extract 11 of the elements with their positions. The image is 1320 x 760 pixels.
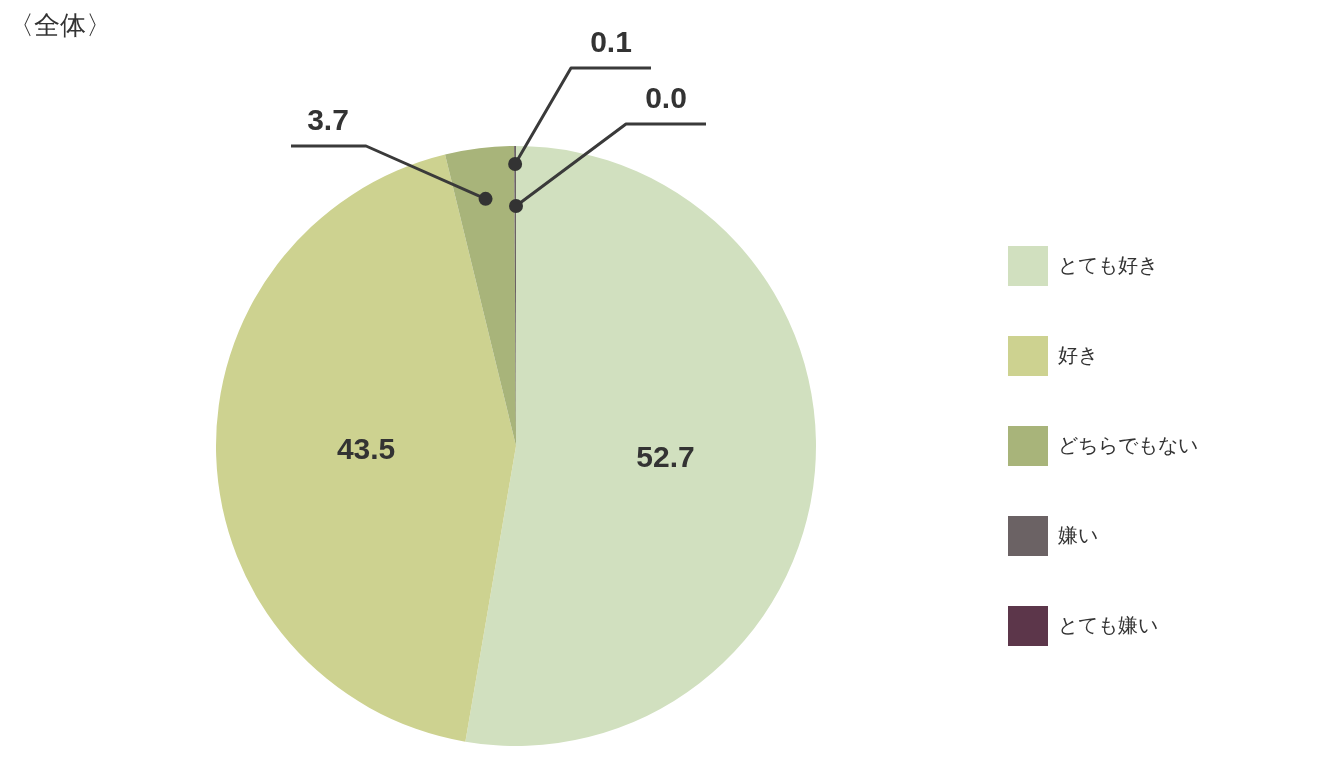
legend-label: とても嫌い: [1058, 613, 1158, 636]
data-label: 52.7: [636, 439, 695, 473]
chart-title: 〈全体〉: [8, 9, 112, 42]
legend-label: 嫌い: [1058, 523, 1098, 546]
data-label: 3.7: [307, 103, 349, 137]
legend-label: 好き: [1058, 343, 1098, 366]
legend-label: とても好き: [1058, 253, 1158, 276]
text: 0.0: [645, 81, 687, 115]
data-label: 0.1: [590, 25, 632, 59]
data-label: 43.5: [336, 432, 396, 466]
legend-label: どちらでもない: [1058, 433, 1198, 456]
